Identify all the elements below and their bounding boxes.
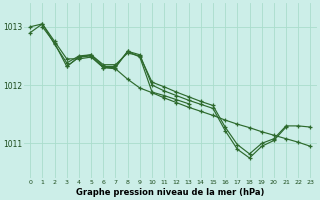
X-axis label: Graphe pression niveau de la mer (hPa): Graphe pression niveau de la mer (hPa): [76, 188, 265, 197]
